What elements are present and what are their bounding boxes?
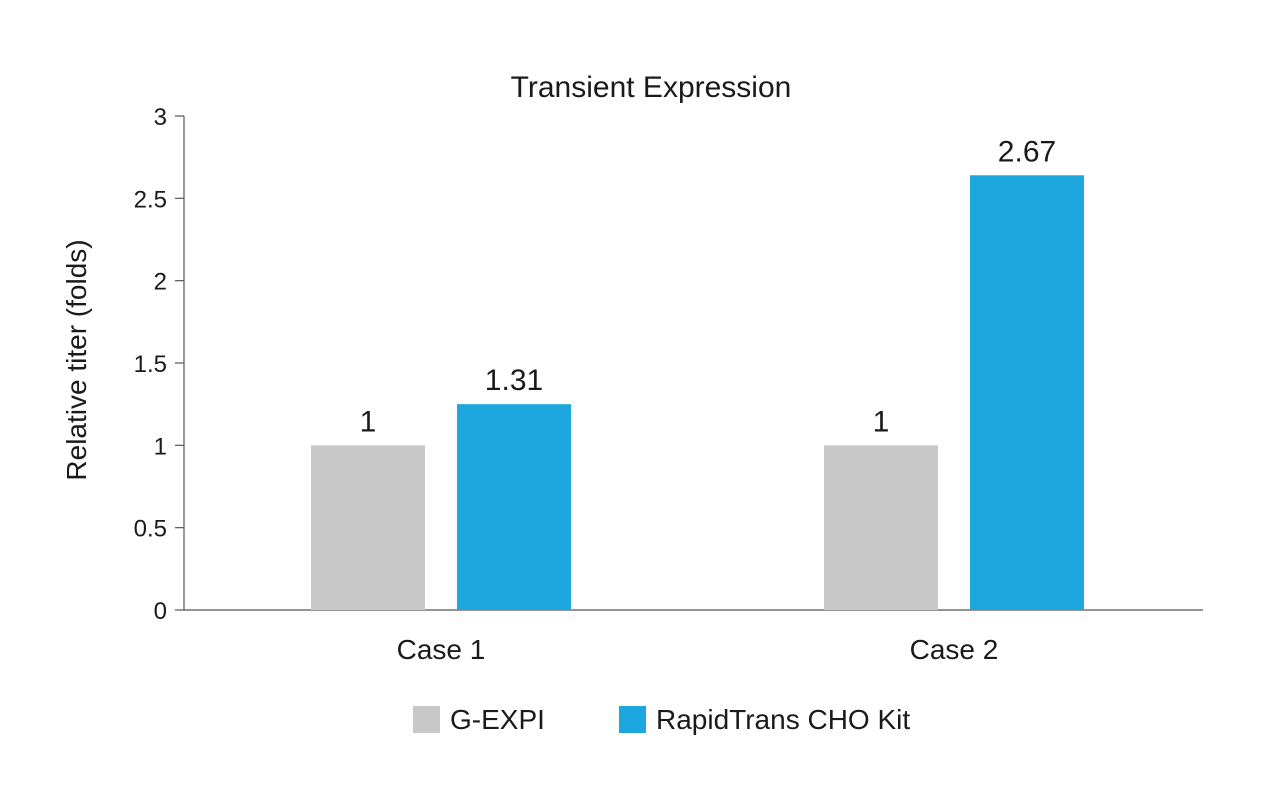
plot-area: 0 0.5 1 1.5 2 2.5 3 1 1.31 Case 1 1 2.67 Case 2 (134, 104, 1203, 665)
y-tick-label: 0 (154, 598, 167, 625)
y-tick-label: 2.5 (134, 186, 167, 213)
chart-title: Transient Expression (511, 71, 792, 104)
y-tick-label: 1 (154, 433, 167, 460)
data-label: 1 (873, 405, 890, 438)
x-category-label: Case 2 (910, 634, 999, 665)
legend-label: RapidTrans CHO Kit (656, 704, 910, 735)
legend-swatch (413, 706, 440, 733)
bar-g-expi-case-1 (311, 445, 425, 610)
legend-swatch (619, 706, 646, 733)
x-category-label: Case 1 (397, 634, 486, 665)
y-tick-label: 3 (154, 104, 167, 131)
y-tick-label: 1.5 (134, 351, 167, 378)
y-tick-label: 2 (154, 269, 167, 296)
legend-label: G-EXPI (450, 704, 545, 735)
data-label: 1 (360, 405, 377, 438)
data-label: 1.31 (485, 364, 543, 397)
y-tick-label: 0.5 (134, 516, 167, 543)
data-label: 2.67 (998, 135, 1056, 168)
bar-rapidtrans-cho-kit-case-1 (457, 404, 571, 610)
bar-g-expi-case-2 (824, 445, 938, 610)
bar-rapidtrans-cho-kit-case-2 (970, 175, 1084, 610)
y-axis-label: Relative titer (folds) (61, 239, 92, 480)
legend: G-EXPI RapidTrans CHO Kit (413, 704, 910, 735)
